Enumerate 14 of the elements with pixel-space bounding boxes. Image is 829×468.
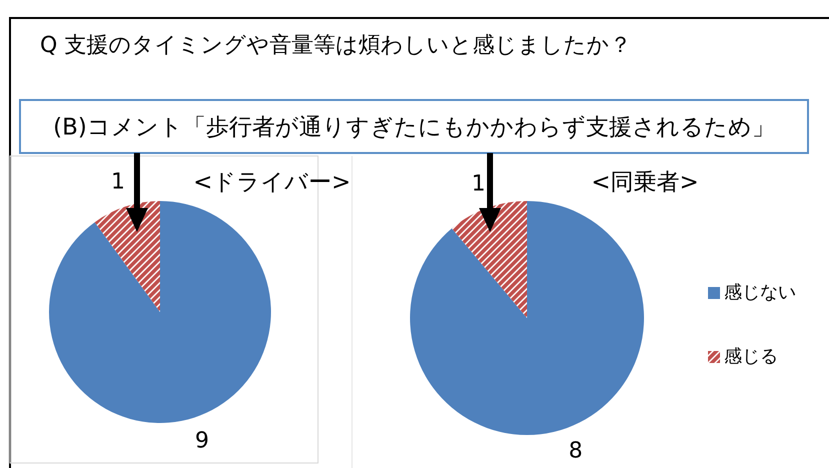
legend-label: 感じる xyxy=(724,346,778,367)
data-label: 8 xyxy=(568,438,583,464)
data-label: 9 xyxy=(195,428,210,454)
pie-slice xyxy=(410,201,644,435)
chart-subtitle: <ドライバー> xyxy=(193,169,351,196)
data-label: 1 xyxy=(471,172,486,197)
pie-slice xyxy=(94,201,160,312)
text: (B)コメント「歩行者が通りすぎたにもかかわらず支援されるため」 xyxy=(53,114,775,140)
data-label: 1 xyxy=(110,170,125,195)
chart-title: <同乗者> xyxy=(591,169,699,196)
pie-slice xyxy=(49,201,271,423)
legend-label: 感じない xyxy=(724,282,796,303)
text: Q 支援のタイミングや音量等は煩わしいと感じましたか？ xyxy=(40,33,632,58)
pie-slice xyxy=(452,201,527,318)
